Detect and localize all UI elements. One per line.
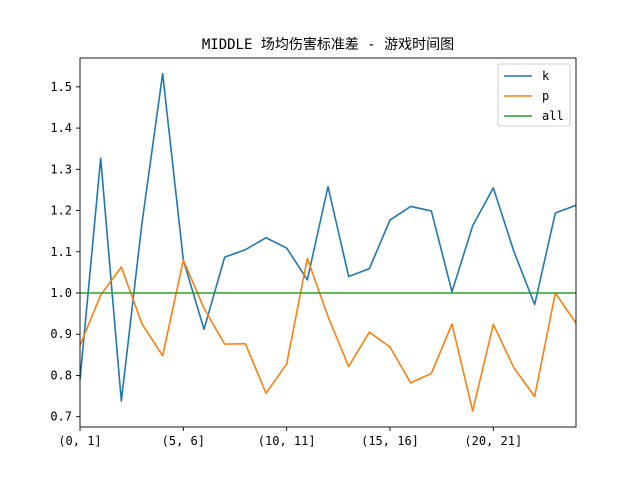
plot-area: 0.7 0.8 0.9 1.0 1.1 1.2 1.3 1.4 1.5 (0, 1] (5, 6] (… — [50, 57, 577, 448]
legend-box — [497, 63, 571, 127]
y-tick-label: 1.0 — [50, 286, 72, 300]
x-tick-label: (10, 11] — [258, 434, 316, 448]
axes-frame — [79, 57, 577, 428]
series-line-k — [79, 72, 577, 402]
y-tick-label: 1.2 — [50, 204, 72, 218]
y-tick-label: 1.3 — [50, 162, 72, 176]
legend-label: k — [542, 69, 550, 83]
legend-label: all — [542, 109, 564, 123]
x-tick-label: (0, 1] — [58, 434, 101, 448]
y-tick-label: 0.9 — [50, 327, 72, 341]
y-tick-label: 1.1 — [50, 245, 72, 259]
legend-label: p — [542, 89, 549, 103]
x-tick-label: (5, 6] — [162, 434, 205, 448]
series-line-p — [79, 257, 577, 412]
y-tick-label: 1.4 — [50, 121, 72, 135]
chart-title: MIDDLE 场均伤害标准差 - 游戏时间图 — [202, 37, 454, 53]
x-tick-label: (15, 16] — [361, 434, 419, 448]
y-tick-label: 0.7 — [50, 410, 72, 424]
y-tick-label: 1.5 — [50, 80, 72, 94]
x-tick-label: (20, 21] — [464, 434, 522, 448]
y-tick-label: 0.8 — [50, 368, 72, 382]
